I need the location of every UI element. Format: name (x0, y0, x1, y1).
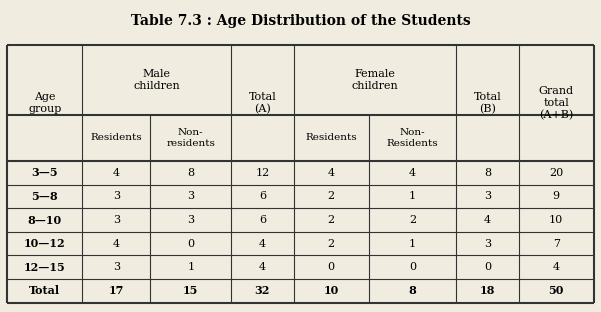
Text: Residents: Residents (91, 134, 142, 142)
Text: 2: 2 (328, 192, 335, 202)
Text: 10: 10 (323, 285, 338, 296)
Text: 2: 2 (328, 239, 335, 249)
Text: 6: 6 (259, 215, 266, 225)
Text: 3: 3 (187, 215, 194, 225)
Text: 8: 8 (484, 168, 491, 178)
Text: 12: 12 (255, 168, 269, 178)
Text: 17: 17 (109, 285, 124, 296)
Text: 50: 50 (549, 285, 564, 296)
Text: 0: 0 (328, 262, 335, 272)
Text: 5—8: 5—8 (31, 191, 58, 202)
Text: 15: 15 (183, 285, 198, 296)
Text: 7: 7 (553, 239, 560, 249)
Text: 4: 4 (484, 215, 491, 225)
Text: 20: 20 (549, 168, 563, 178)
Text: 4: 4 (409, 168, 416, 178)
Text: 3: 3 (113, 192, 120, 202)
Text: 4: 4 (553, 262, 560, 272)
Text: 4: 4 (259, 262, 266, 272)
Text: 3—5: 3—5 (31, 167, 58, 178)
Text: 8: 8 (187, 168, 194, 178)
Text: Grand
total
(A+B): Grand total (A+B) (538, 86, 574, 120)
Text: 3: 3 (113, 215, 120, 225)
Text: 8: 8 (409, 285, 416, 296)
Text: 10—12: 10—12 (24, 238, 66, 249)
Text: 4: 4 (328, 168, 335, 178)
Text: 2: 2 (409, 215, 416, 225)
Text: 18: 18 (480, 285, 495, 296)
Text: 3: 3 (484, 239, 491, 249)
Text: 3: 3 (113, 262, 120, 272)
Text: 3: 3 (484, 192, 491, 202)
Text: 1: 1 (187, 262, 194, 272)
Text: 0: 0 (484, 262, 491, 272)
Text: 10: 10 (549, 215, 563, 225)
Text: 4: 4 (113, 239, 120, 249)
Text: Table 7.3 : Age Distribution of the Students: Table 7.3 : Age Distribution of the Stud… (130, 14, 471, 28)
Text: Non-
Residents: Non- Residents (386, 128, 438, 148)
Text: 1: 1 (409, 192, 416, 202)
Text: 4: 4 (259, 239, 266, 249)
Text: 6: 6 (259, 192, 266, 202)
Text: 9: 9 (553, 192, 560, 202)
Text: Total
(A): Total (A) (248, 92, 276, 114)
Text: 0: 0 (187, 239, 194, 249)
Text: Male
children: Male children (133, 69, 180, 91)
Text: 2: 2 (328, 215, 335, 225)
Text: 3: 3 (187, 192, 194, 202)
Text: Total
(B): Total (B) (474, 92, 501, 114)
Text: 0: 0 (409, 262, 416, 272)
Text: Age
group: Age group (28, 92, 61, 114)
Text: Female
children: Female children (352, 69, 398, 91)
Text: Non-
residents: Non- residents (166, 128, 215, 148)
Text: 8—10: 8—10 (28, 215, 62, 226)
Text: Total: Total (29, 285, 60, 296)
Text: 1: 1 (409, 239, 416, 249)
Text: 4: 4 (113, 168, 120, 178)
Text: 32: 32 (255, 285, 270, 296)
Text: 12—15: 12—15 (24, 262, 66, 273)
Text: Residents: Residents (305, 134, 357, 142)
